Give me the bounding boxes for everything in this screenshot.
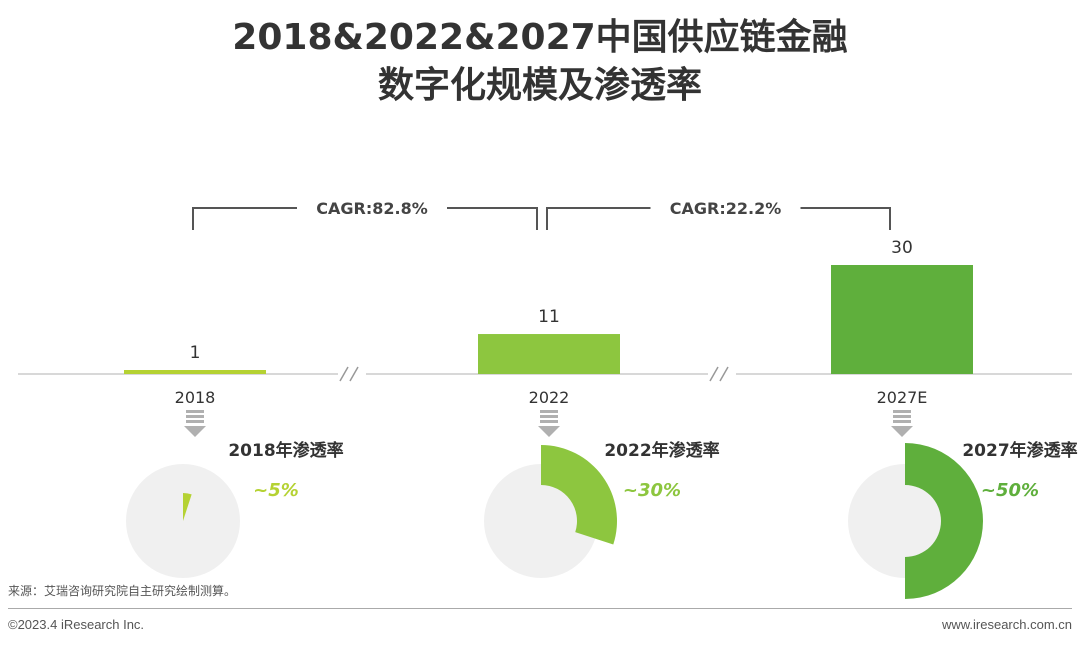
axis-break-mark <box>719 366 729 382</box>
axis-break-mark <box>339 366 349 382</box>
arrow-stripe <box>540 410 558 413</box>
cagr-label: CAGR:82.8% <box>316 199 427 218</box>
cagr-label: CAGR:22.2% <box>670 199 781 218</box>
penetration-slice <box>183 493 192 521</box>
arrow-stripe <box>893 415 911 418</box>
data-label-2027E: 30 <box>891 238 913 258</box>
bar-2027E <box>831 265 973 374</box>
arrow-stripe <box>893 420 911 423</box>
website: www.iresearch.com.cn <box>941 617 1072 632</box>
tick-label-2018: 2018 <box>175 388 216 407</box>
penetration-title: 2022年渗透率 <box>604 440 719 461</box>
tick-label-2027E: 2027E <box>877 388 928 407</box>
penetration-slice <box>541 445 617 545</box>
bracket-line-left <box>192 207 297 230</box>
penetration-charts: 2018年渗透率 ~5% 2022年渗透率 ~30% 2027年渗透率 ~50% <box>126 440 1078 599</box>
arrow-head-icon <box>184 426 206 437</box>
tick-label-2022: 2022 <box>529 388 570 407</box>
arrow-stripe <box>893 410 911 413</box>
axis-break-mark <box>709 366 719 382</box>
data-label-2018: 1 <box>190 343 201 363</box>
copyright: ©2023.4 iResearch Inc. <box>8 617 145 632</box>
bar-chart: CAGR:82.8% CAGR:22.2% 12018112022302027E … <box>18 199 1078 599</box>
arrow-stripe <box>186 415 204 418</box>
bracket-line-left <box>546 207 651 230</box>
chart-title-line-2: 数字化规模及渗透率 <box>377 65 702 106</box>
source-note: 来源：艾瑞咨询研究院自主研究绘制测算。 <box>8 584 237 598</box>
penetration-title: 2018年渗透率 <box>228 440 343 461</box>
cagr-bracket-2: CAGR:22.2% <box>546 199 891 230</box>
cagr-brackets: CAGR:82.8% CAGR:22.2% <box>192 199 891 230</box>
penetration-label: ~5% <box>253 480 299 501</box>
arrow-stripe <box>540 420 558 423</box>
penetration-chart-1: 2018年渗透率 ~5% <box>126 440 344 578</box>
penetration-title: 2027年渗透率 <box>962 440 1077 461</box>
bars: 1 2018 11 2022 30 2027E <box>124 238 973 437</box>
axis-break-mark <box>349 366 359 382</box>
bar-2018 <box>124 370 266 374</box>
penetration-chart-2: 2022年渗透率 ~30% <box>484 440 720 578</box>
arrow-stripe <box>186 420 204 423</box>
cagr-bracket-1: CAGR:82.8% <box>192 199 538 230</box>
penetration-chart-3: 2027年渗透率 ~50% <box>848 440 1078 599</box>
arrow-stripe <box>540 415 558 418</box>
data-label-2022: 11 <box>538 307 560 327</box>
penetration-label: ~50% <box>981 480 1039 501</box>
penetration-label: ~30% <box>623 480 681 501</box>
footer-divider <box>8 608 1072 609</box>
bar-2022 <box>478 334 620 374</box>
bracket-line-right <box>447 207 538 230</box>
arrow-head-icon <box>538 426 560 437</box>
chart-title-line-1: 2018&2022&2027中国供应链金融 <box>232 17 848 58</box>
bracket-line-right <box>800 207 891 230</box>
arrow-head-icon <box>891 426 913 437</box>
arrow-stripe <box>186 410 204 413</box>
penetration-slice <box>905 443 983 599</box>
